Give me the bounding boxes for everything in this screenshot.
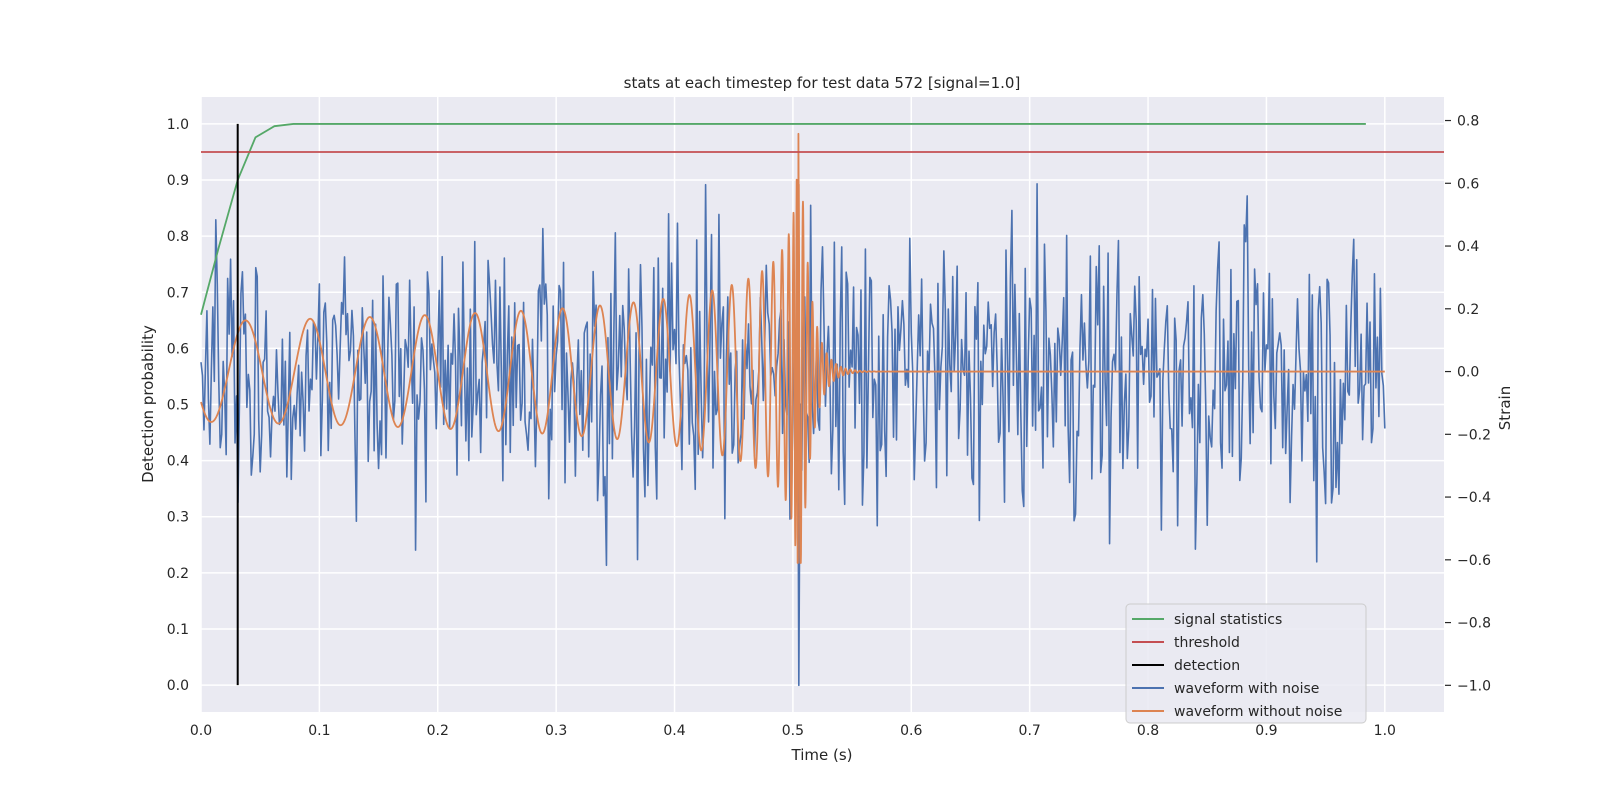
y-right-tick-label: −0.8 (1457, 616, 1491, 632)
y-axis-right-label: Strain (1496, 386, 1514, 430)
y-right-tick-label: −1.0 (1457, 678, 1491, 694)
series-layer (200, 123, 1444, 687)
y-left-tick-label: 0.2 (167, 566, 189, 582)
legend: signal statistics threshold detection wavef… (1125, 603, 1367, 724)
x-tick-label: 0.1 (308, 723, 330, 739)
y-left-tick-label: 0.4 (167, 454, 189, 470)
y-right-tick-label: −0.4 (1457, 490, 1491, 506)
x-tick-label: 0.0 (190, 723, 212, 739)
y-left-tick-label: 0.1 (167, 622, 189, 638)
y-left-tick-label: 0.5 (167, 398, 189, 414)
y-right-tick-label: 0.4 (1457, 239, 1479, 255)
x-tick-label: 0.3 (545, 723, 567, 739)
y-right-tick-label: −0.6 (1457, 553, 1491, 569)
y-right-tick-label: 0.0 (1457, 365, 1479, 381)
y-right-tick-label: 0.2 (1457, 302, 1479, 318)
y-left-tick-label: 0.7 (167, 285, 189, 301)
y-left-tick-label: 0.3 (167, 510, 189, 526)
series-signal-statistics (200, 123, 1366, 315)
x-axis-label: Time (s) (791, 746, 853, 764)
y-left-tick-label: 1.0 (167, 117, 189, 133)
y-right-tick-label: 0.8 (1457, 114, 1479, 130)
y-left-tick-label: 0.6 (167, 341, 189, 357)
legend-item-label: threshold (1174, 635, 1240, 651)
legend-box (1125, 603, 1367, 724)
x-tick-label: 0.7 (1019, 723, 1041, 739)
y-left-tick-label: 0.9 (167, 173, 189, 189)
legend-item-label: waveform without noise (1174, 704, 1342, 720)
x-tick-label: 0.2 (427, 723, 449, 739)
x-tick-label: 1.0 (1374, 723, 1396, 739)
series-waveform-without-noise (200, 132, 1386, 564)
ticks-layer: 0.0 0.1 0.2 0.3 0.4 0.5 0.6 0.7 0.8 0.9 1.0 0.0 0.1 0… (167, 114, 1491, 739)
legend-item-label: signal statistics (1174, 612, 1282, 628)
x-tick-label: 0.4 (663, 723, 685, 739)
y-axis-left-label: Detection probability (139, 325, 157, 483)
chart-title: stats at each timestep for test data 572… (624, 74, 1021, 92)
y-right-tick-label: 0.6 (1457, 176, 1479, 192)
x-tick-label: 0.8 (1137, 723, 1159, 739)
y-left-tick-label: 0.8 (167, 229, 189, 245)
legend-item-label: detection (1174, 658, 1240, 674)
y-right-tick-label: −0.2 (1457, 427, 1491, 443)
x-tick-label: 0.9 (1255, 723, 1277, 739)
y-left-tick-label: 0.0 (167, 678, 189, 694)
legend-item-label: waveform with noise (1174, 681, 1319, 697)
x-tick-label: 0.6 (900, 723, 922, 739)
x-tick-label: 0.5 (782, 723, 804, 739)
